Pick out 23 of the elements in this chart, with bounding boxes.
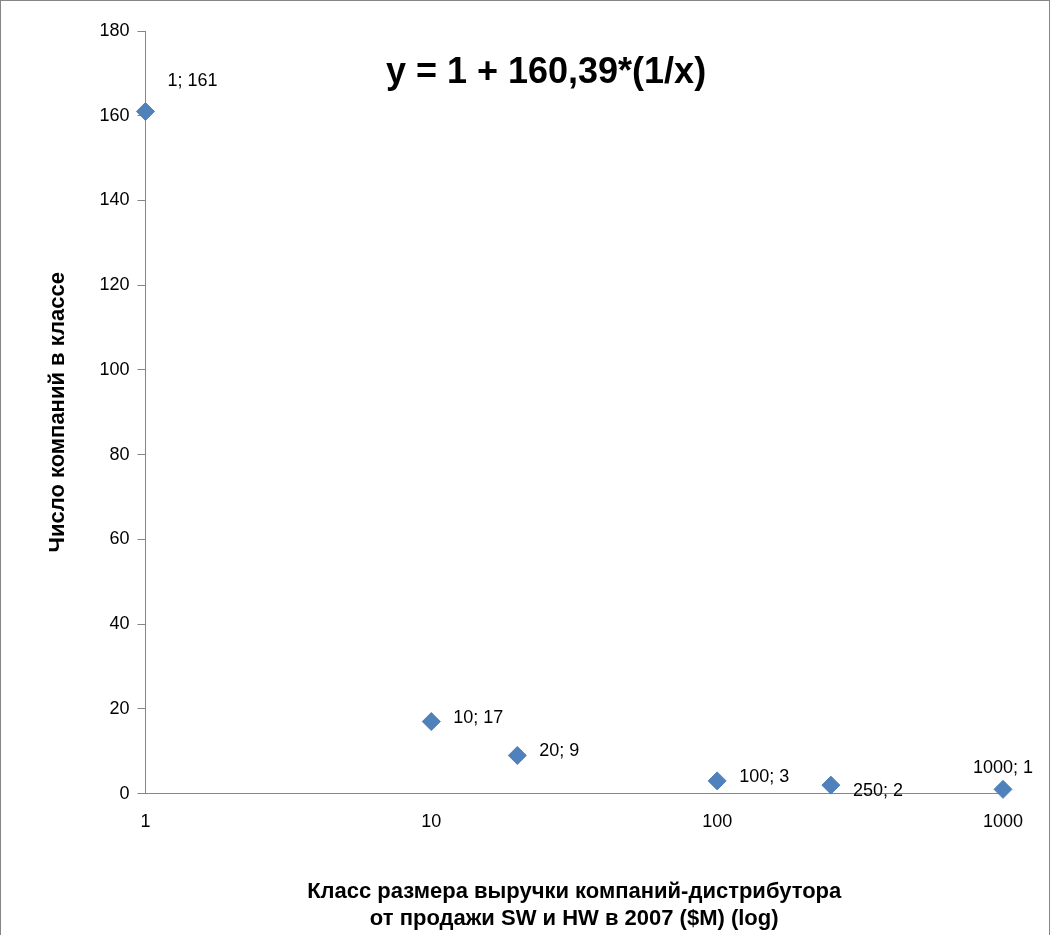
y-tick-label: 60 <box>109 528 130 549</box>
data-label: 100; 3 <box>739 765 790 786</box>
x-tick-label: 1 <box>140 811 151 832</box>
y-tick-label: 100 <box>99 358 130 379</box>
y-tick-label: 140 <box>99 189 130 210</box>
data-label: 10; 17 <box>453 706 504 727</box>
data-label: 20; 9 <box>539 740 580 761</box>
data-label: 1; 161 <box>167 70 218 91</box>
y-axis-title: Число компаний в классе <box>44 272 70 553</box>
y-tick-label: 120 <box>99 274 130 295</box>
x-tick-label: 1000 <box>982 811 1024 832</box>
x-axis-title: Класс размера выручки компаний-дистрибутора от продажи SW и HW в 2007 ($M) (log) <box>307 878 843 930</box>
data-label: 250; 2 <box>852 780 903 801</box>
y-tick-label: 180 <box>99 19 130 40</box>
y-tick-label: 40 <box>109 613 130 634</box>
y-tick-label: 80 <box>109 443 130 464</box>
y-tick-label: 0 <box>119 782 130 803</box>
y-tick-label: 20 <box>109 697 130 718</box>
annotation: y = 1 + 160,39*(1/x) <box>385 49 707 91</box>
data-label: 1000; 1 <box>972 757 1034 778</box>
x-tick-label: 10 <box>421 811 442 832</box>
x-tick-label: 100 <box>702 811 733 832</box>
y-tick-label: 160 <box>99 104 130 125</box>
